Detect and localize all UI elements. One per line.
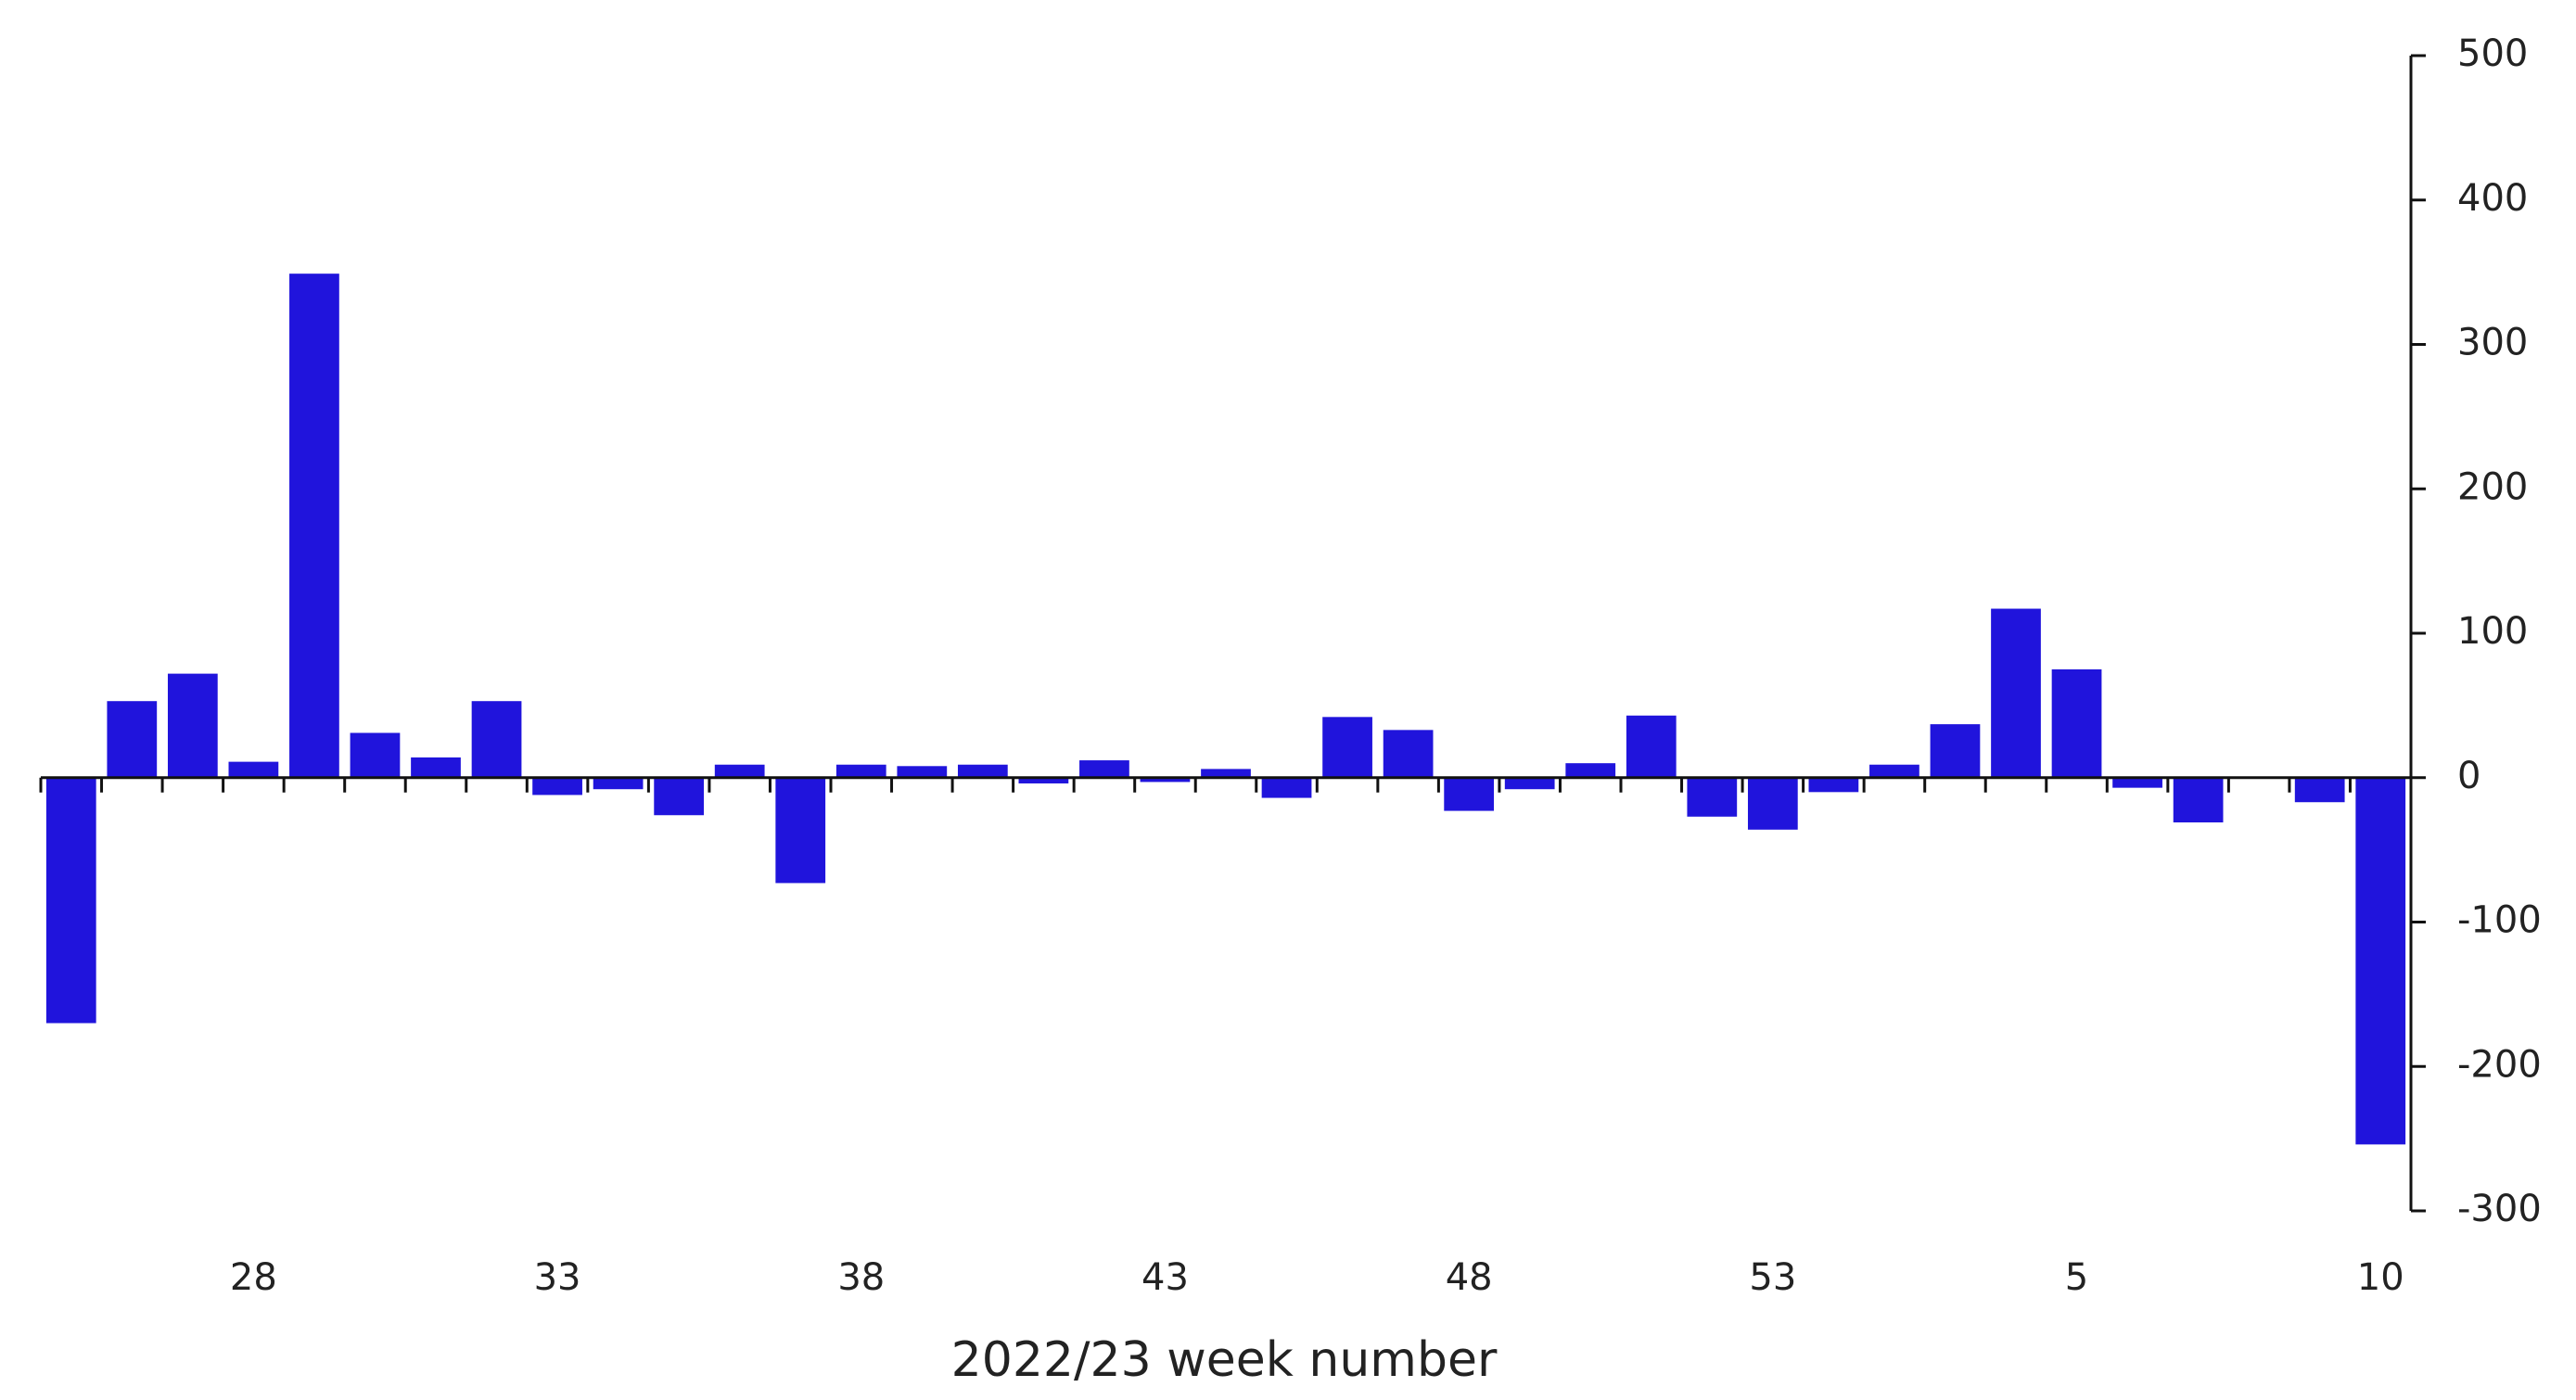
y-tick-label: -300 [2457, 1188, 2542, 1230]
bar [1626, 715, 1677, 778]
bar [654, 777, 705, 816]
bar [2051, 668, 2102, 778]
y-tick-label: 0 [2457, 755, 2480, 797]
bar [1140, 777, 1191, 783]
bar [1018, 777, 1069, 783]
bar [1079, 760, 1129, 778]
bar [1201, 769, 1251, 778]
x-tick-label: 53 [1749, 1256, 1796, 1299]
bar [1687, 777, 1738, 817]
bar [471, 701, 522, 778]
y-tick-label: 300 [2457, 322, 2528, 364]
bar [350, 732, 401, 778]
bar [1322, 717, 1372, 778]
bar [289, 274, 339, 778]
x-tick-label: 28 [230, 1256, 277, 1299]
bar [228, 761, 279, 778]
bar [775, 777, 826, 884]
bar [107, 701, 158, 778]
x-tick-label: 48 [1446, 1256, 1493, 1299]
bar [1504, 777, 1555, 790]
bar [897, 766, 948, 778]
y-tick-label: -200 [2457, 1043, 2542, 1086]
x-tick-label: 43 [1141, 1256, 1189, 1299]
bar [45, 777, 96, 1024]
bar [1930, 724, 1981, 778]
bar [411, 757, 461, 778]
bar [1565, 763, 1616, 778]
bar [835, 764, 886, 778]
y-tick-label: 500 [2457, 32, 2528, 75]
bar [1991, 608, 2041, 778]
x-tick-label: 38 [837, 1256, 885, 1299]
bar [1261, 777, 1312, 798]
bar [957, 764, 1008, 778]
bar [532, 777, 582, 795]
bar [2294, 777, 2345, 803]
x-tick-label: 10 [2357, 1256, 2404, 1299]
bar [1383, 730, 1434, 778]
bar [167, 673, 218, 778]
bar [1869, 764, 1919, 778]
bar [1444, 777, 1495, 811]
bar [2112, 777, 2162, 788]
x-tick-label: 33 [534, 1256, 581, 1299]
x-axis-label: 2022/23 week number [951, 1332, 1498, 1388]
bar [1808, 777, 1859, 793]
bar [714, 764, 765, 778]
bar [2173, 777, 2224, 823]
bar [1747, 777, 1798, 830]
bar [593, 777, 644, 790]
y-tick-label: -100 [2457, 899, 2542, 942]
y-tick-label: 400 [2457, 177, 2528, 220]
y-tick-label: 100 [2457, 610, 2528, 653]
x-tick-label: 5 [2065, 1256, 2088, 1299]
y-tick-label: 200 [2457, 465, 2528, 508]
bar [2355, 777, 2406, 1145]
